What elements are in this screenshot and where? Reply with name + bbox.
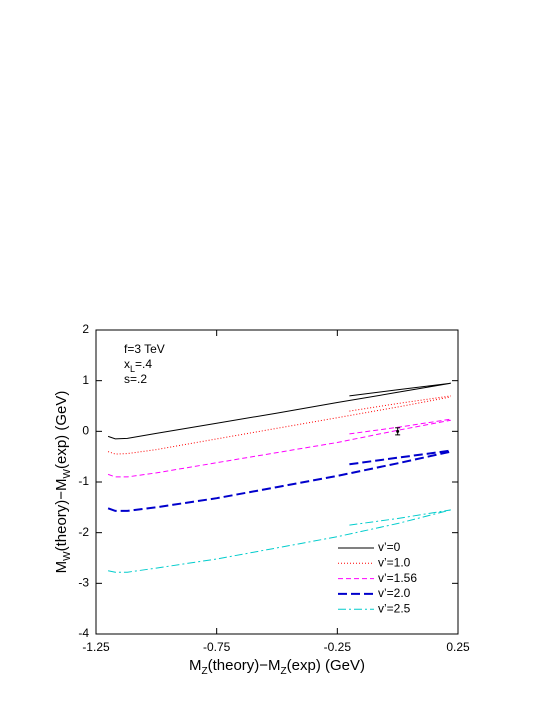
- subscript: W: [62, 551, 73, 561]
- y-tick-label: -4: [78, 626, 89, 640]
- y-axis-label: MW(theory)−MW(exp) (GeV): [53, 391, 73, 574]
- y-tick-label: -1: [78, 474, 89, 488]
- legend-label: v’=0: [378, 540, 401, 554]
- label-part: (theory)−M: [53, 478, 70, 551]
- label-part: M: [189, 657, 202, 674]
- annotation: f=3 TeV: [124, 342, 165, 356]
- y-tick-label: 2: [82, 322, 89, 336]
- subscript: L: [130, 364, 135, 374]
- subscript: W: [62, 468, 73, 478]
- annotation: xL=.4: [124, 357, 152, 374]
- annotation-part: f=3 TeV: [124, 342, 165, 356]
- line: [107, 395, 451, 455]
- line: [107, 509, 451, 573]
- annotation-part: s=.2: [124, 372, 147, 386]
- legend-label: v’=1.56: [378, 571, 417, 585]
- x-tick-label: -0.75: [203, 640, 231, 654]
- x-tick-label: -1.25: [82, 640, 110, 654]
- legend-label: v’=2.5: [378, 601, 411, 615]
- label-part: (exp) (GeV): [287, 657, 365, 674]
- legend-label: v’=1.0: [378, 555, 411, 569]
- label-part: (theory)−M: [208, 657, 281, 674]
- legend-label: v’=2.0: [378, 586, 411, 600]
- line: [107, 382, 451, 440]
- x-tick-label: 0.25: [446, 640, 470, 654]
- data-point: [396, 429, 400, 433]
- line: [107, 449, 452, 512]
- label-part: (exp) (GeV): [53, 391, 70, 469]
- y-tick-label: -2: [78, 525, 89, 539]
- y-tick-label: -3: [78, 576, 89, 590]
- annotation-part: x: [124, 357, 130, 371]
- subscript: Z: [201, 666, 207, 677]
- x-tick-label: -0.25: [324, 640, 352, 654]
- label-part: M: [53, 561, 70, 574]
- annotation: s=.2: [124, 372, 147, 386]
- x-axis-label: MZ(theory)−MZ(exp) (GeV): [189, 657, 365, 677]
- annotation-part: =.4: [135, 357, 152, 371]
- y-tick-label: 1: [82, 373, 89, 387]
- y-tick-label: 0: [82, 424, 89, 438]
- subscript: Z: [281, 666, 287, 677]
